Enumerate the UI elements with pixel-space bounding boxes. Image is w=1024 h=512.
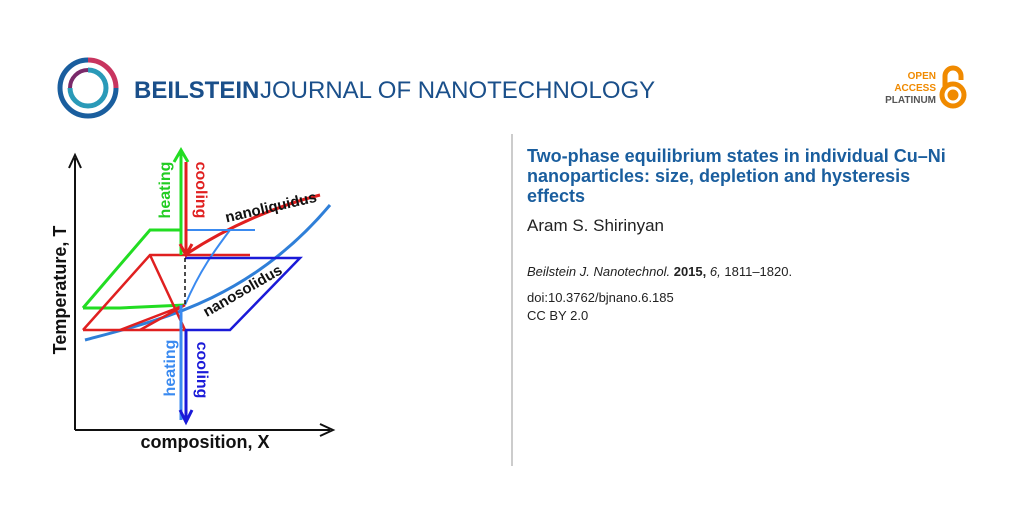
citation-pages: 1811–1820. <box>724 264 793 279</box>
author: Aram S. Shirinyan <box>527 216 664 235</box>
citation-journal: Beilstein J. Nanotechnol. <box>527 264 671 279</box>
doi: doi:10.3762/bjnano.6.185 <box>527 290 674 305</box>
article-info: Two-phase equilibrium states in individu… <box>527 146 967 325</box>
logo <box>57 57 119 119</box>
badge-text: ACCESS <box>894 83 936 94</box>
citation-volume: 6, <box>709 264 721 279</box>
figure-label: nanosolidus <box>200 262 285 321</box>
figure-label: heating <box>157 162 174 219</box>
citation: Beilstein J. Nanotechnol. 2015, 6, 1811–… <box>527 264 967 279</box>
open-access-icon <box>939 65 967 109</box>
badge-text: PLATINUM <box>885 95 936 106</box>
citation-year: 2015, <box>673 264 707 279</box>
figure-label: cooling <box>193 342 210 399</box>
journal-name: JOURNAL OF NANOTECHNOLOGY <box>260 77 655 104</box>
figure-label: heating <box>162 340 179 397</box>
article-title: Two-phase equilibrium states in individu… <box>527 146 946 206</box>
license: CC BY 2.0 <box>527 308 589 323</box>
x-axis-label: composition, X <box>140 432 269 452</box>
figure-label: nanoliquidus <box>224 189 319 227</box>
y-axis-label: Temperature, T <box>50 226 70 355</box>
figure-label: cooling <box>192 162 209 219</box>
badge-text: OPEN <box>908 71 936 82</box>
figure <box>68 147 336 437</box>
publisher: BEILSTEIN <box>134 77 259 104</box>
